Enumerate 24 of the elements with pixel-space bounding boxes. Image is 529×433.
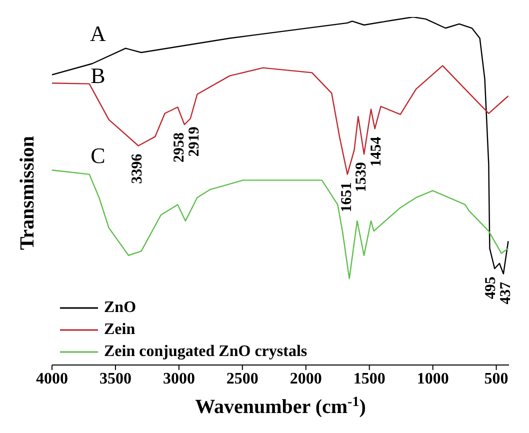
- annotation: 2919: [186, 126, 202, 157]
- x-axis-title: Wavenumber (cm$^{-1}$): [195, 394, 366, 418]
- annotation: B: [90, 63, 106, 88]
- y-axis-title: Transmission: [16, 136, 40, 250]
- annotation: 495: [482, 276, 499, 300]
- x-tick-label: 1000: [416, 370, 449, 388]
- annotation: 1454: [368, 136, 384, 167]
- annotation: 1539: [353, 162, 370, 192]
- x-tick-label: 2500: [226, 370, 258, 388]
- annotation: 437: [498, 281, 514, 304]
- annotation: C: [90, 143, 106, 168]
- annotation: 2958: [171, 132, 188, 163]
- annotation: 1651: [338, 182, 355, 212]
- legend-label: Zein: [104, 321, 136, 339]
- x-tick-label: 4000: [36, 370, 68, 388]
- legend-label: Zein conjugated ZnO crystals: [104, 343, 308, 361]
- annotation: 3396: [130, 153, 146, 184]
- x-tick-label: 3500: [99, 370, 132, 388]
- x-tick-label: 500: [484, 370, 508, 388]
- legend-label: ZnO: [104, 299, 136, 317]
- x-tick-label: 1500: [353, 370, 386, 388]
- annotation: A: [90, 21, 106, 46]
- x-tick-label: 2000: [290, 370, 322, 388]
- x-tick-label: 3000: [162, 370, 195, 388]
